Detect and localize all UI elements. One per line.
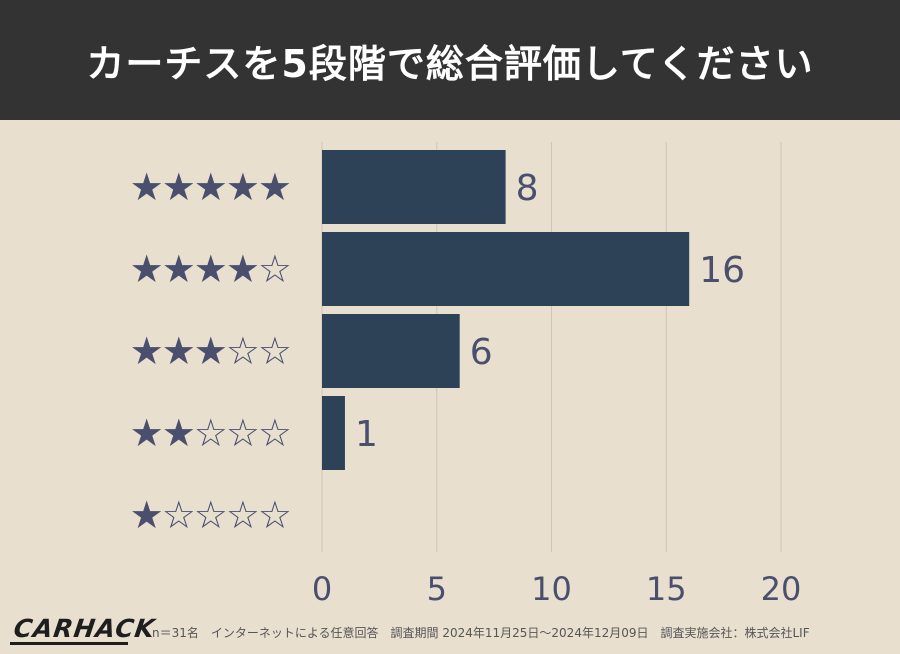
category-label: ★☆☆☆☆ — [130, 493, 290, 537]
x-tick-label: 5 — [427, 570, 447, 608]
x-tick-label: 15 — [646, 570, 687, 608]
data-label: 8 — [516, 168, 539, 209]
bar — [322, 314, 460, 388]
header-bar: カーチスを5段階で総合評価してください — [0, 0, 900, 120]
data-label: 6 — [470, 332, 493, 373]
x-tick-label: 10 — [531, 570, 572, 608]
survey-note: n＝31名 インターネットによる任意回答 調査期間 2024年11月25日〜20… — [152, 626, 810, 640]
category-label: ★★★★☆ — [130, 247, 290, 291]
x-tick-label: 20 — [761, 570, 802, 608]
data-label: 16 — [699, 250, 745, 291]
carhack-logo: CARHACK — [11, 614, 158, 643]
page-title: カーチスを5段階で総合評価してください — [86, 41, 814, 86]
rating-bar-chart: ★★★★★ 8 ★★★★☆ 16 ★★★☆☆ 6 ★★☆☆☆ 1 ★☆☆☆☆ 0 5 10 15 20 — [130, 142, 802, 608]
x-tick-label: 0 — [312, 570, 332, 608]
category-label: ★★★★★ — [130, 165, 290, 209]
bar — [322, 150, 506, 224]
category-label: ★★☆☆☆ — [130, 411, 290, 455]
logo-underline — [10, 642, 128, 645]
footer: CARHACK n＝31名 インターネットによる任意回答 調査期間 2024年1… — [0, 610, 900, 654]
bar — [322, 396, 345, 470]
bar — [322, 232, 690, 306]
data-label: 1 — [355, 414, 378, 455]
category-label: ★★★☆☆ — [130, 329, 290, 373]
